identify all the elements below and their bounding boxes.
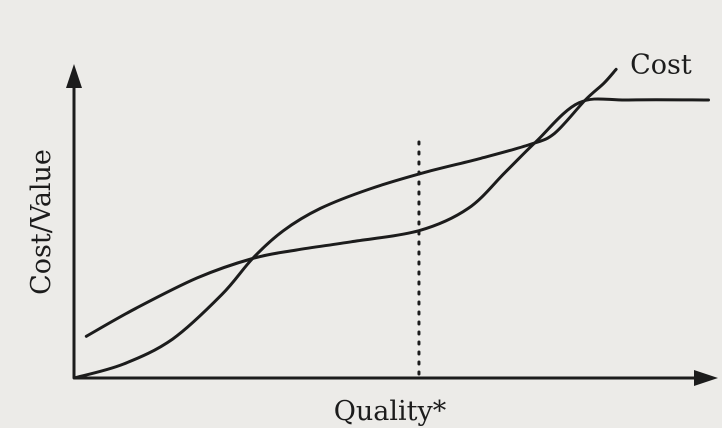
- x-axis-label: Quality*: [334, 396, 447, 427]
- series-label-cost: Cost: [630, 49, 692, 80]
- labels: Quality* Cost/Value: [26, 149, 447, 427]
- plot-area: [72, 67, 710, 380]
- x-axis-arrow: [694, 370, 718, 386]
- y-axis-label: Cost/Value: [26, 149, 57, 295]
- series-line-cost: [72, 67, 618, 380]
- y-axis-arrow: [66, 64, 82, 88]
- axes: [66, 64, 718, 386]
- series-line-value: [84, 97, 710, 338]
